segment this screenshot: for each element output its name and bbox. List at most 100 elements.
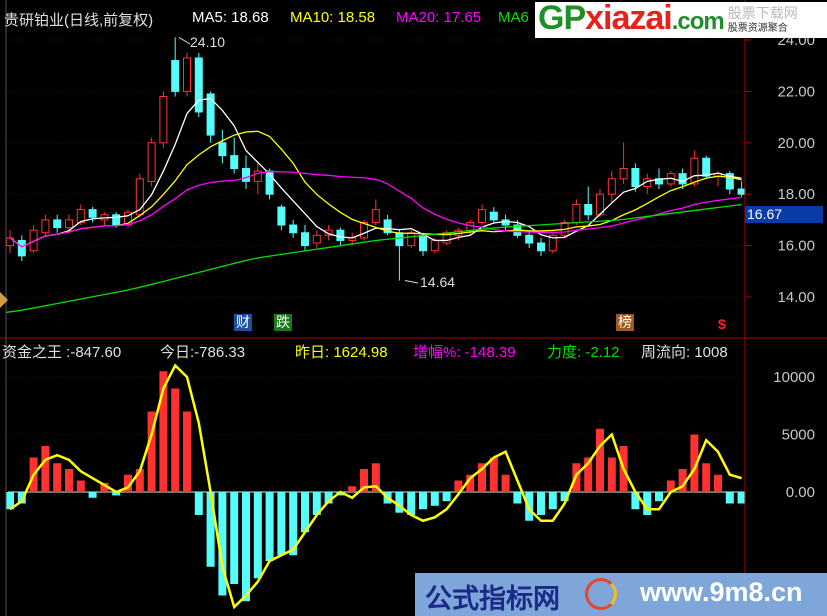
moving-averages xyxy=(5,97,742,314)
watermark-url: www.9m8.cn xyxy=(640,577,803,607)
outflow-bar xyxy=(537,492,545,515)
candle-up xyxy=(690,157,699,185)
candle-up xyxy=(548,234,557,252)
outflow-bar xyxy=(230,492,239,584)
indicator-yesterday: 昨日: 1624.98 xyxy=(295,344,388,361)
inflow-bar xyxy=(53,463,62,492)
outflow-bar xyxy=(242,492,250,602)
ma20-line xyxy=(9,170,742,248)
candle-up xyxy=(643,178,652,187)
indicator-tick-label: 5000 xyxy=(782,427,815,444)
inflow-bar xyxy=(596,428,604,492)
tag-finance[interactable]: 财 xyxy=(234,314,252,331)
candle-down xyxy=(725,173,734,190)
candle-up xyxy=(478,209,486,223)
ma5-line xyxy=(9,97,742,248)
candle-down xyxy=(525,234,534,244)
logo-subtitle: 股票下载网 xyxy=(727,5,798,21)
candle-down xyxy=(17,239,26,257)
candle-down xyxy=(501,219,510,226)
inflow-bar xyxy=(360,469,368,492)
outflow-bar xyxy=(631,492,640,510)
indicator-weekly-flow: 周流向: 1008 xyxy=(641,344,728,361)
inflow-bar xyxy=(100,482,109,492)
outflow-bar xyxy=(253,492,262,579)
inflow-bar xyxy=(147,411,156,492)
candle-down xyxy=(537,242,545,252)
tag-fall[interactable]: 跌 xyxy=(274,314,292,331)
inflow-bar xyxy=(183,411,191,492)
low-pointer xyxy=(404,280,419,284)
outflow-bar xyxy=(112,492,121,496)
candle-up xyxy=(572,203,581,223)
scroll-left-icon[interactable] xyxy=(0,292,8,308)
outflow-bar xyxy=(737,492,746,504)
indicator-tick-label: 10000 xyxy=(773,369,815,386)
inflow-bar xyxy=(65,469,73,492)
outflow-bar xyxy=(206,492,215,567)
candle-up xyxy=(619,168,628,180)
inflow-bar xyxy=(76,480,85,492)
y-tick-label: 18.00 xyxy=(777,186,815,203)
indicator-today: 今日:-786.33 xyxy=(160,344,246,361)
gpxiazai-watermark: GPxiazai.com 股票下载网 股票资源聚合 xyxy=(535,0,827,38)
outflow-bar xyxy=(407,492,416,515)
candle-down xyxy=(395,232,404,247)
y-tick-label: 14.00 xyxy=(777,289,815,306)
logo-tagline: 股票资源聚合 xyxy=(727,23,788,34)
ma5-label: MA5: 18.68 xyxy=(192,9,269,26)
high-pointer xyxy=(178,37,191,45)
outflow-bar xyxy=(6,492,14,510)
y-tick-label: 16.00 xyxy=(777,238,815,255)
inflow-bar xyxy=(159,371,168,492)
candle-down xyxy=(336,229,345,241)
ma10-label: MA10: 18.58 xyxy=(290,9,376,26)
outflow-bar xyxy=(548,492,557,510)
candle-down xyxy=(301,232,309,247)
candle-down xyxy=(419,234,427,252)
inflow-bar xyxy=(714,474,722,492)
outflow-bar xyxy=(324,492,333,504)
candle-down xyxy=(584,203,593,216)
outflow-bar xyxy=(312,492,321,515)
outflow-bar xyxy=(560,492,569,502)
candle-up xyxy=(430,239,439,252)
indicator-line xyxy=(9,363,742,610)
inflow-bar xyxy=(454,480,463,492)
inflow-bar xyxy=(489,457,498,492)
outflow-bar xyxy=(265,492,274,561)
tag-rank[interactable]: 榜 xyxy=(616,314,634,331)
candle-up xyxy=(360,221,368,239)
outflow-bar xyxy=(88,492,97,498)
candle-up xyxy=(407,232,416,247)
inflow-bar xyxy=(678,469,687,492)
outflow-bar xyxy=(643,492,652,515)
candle-down xyxy=(678,173,687,185)
indicator-increase: 增幅%: -148.39 xyxy=(413,344,516,361)
outflow-bar xyxy=(277,492,286,556)
outflow-bar xyxy=(301,492,309,533)
candle-down xyxy=(242,168,250,182)
outflow-bar xyxy=(336,492,345,496)
watermark-site-name: 公式指标网 xyxy=(425,584,560,614)
y-tick-label: 22.00 xyxy=(777,83,815,100)
low-annotation: 14.64 xyxy=(420,274,456,290)
outflow-bar xyxy=(17,492,26,504)
logo-gp: GP xyxy=(538,0,586,37)
candle-up xyxy=(371,209,380,223)
indicator-force: 力度: -2.12 xyxy=(547,344,620,361)
inflow-bar xyxy=(135,469,144,492)
candle-up xyxy=(607,178,616,195)
inflow-bar xyxy=(171,388,180,492)
ma20-label: MA20: 17.65 xyxy=(396,9,482,26)
candle-up xyxy=(41,219,50,234)
candle-down xyxy=(194,57,203,113)
candle-down xyxy=(53,219,62,229)
tag-dollar[interactable]: $ xyxy=(718,316,726,332)
outflow-bar xyxy=(513,492,522,504)
candle-down xyxy=(489,211,498,221)
candle-up xyxy=(312,234,321,244)
candle-up xyxy=(253,170,262,182)
